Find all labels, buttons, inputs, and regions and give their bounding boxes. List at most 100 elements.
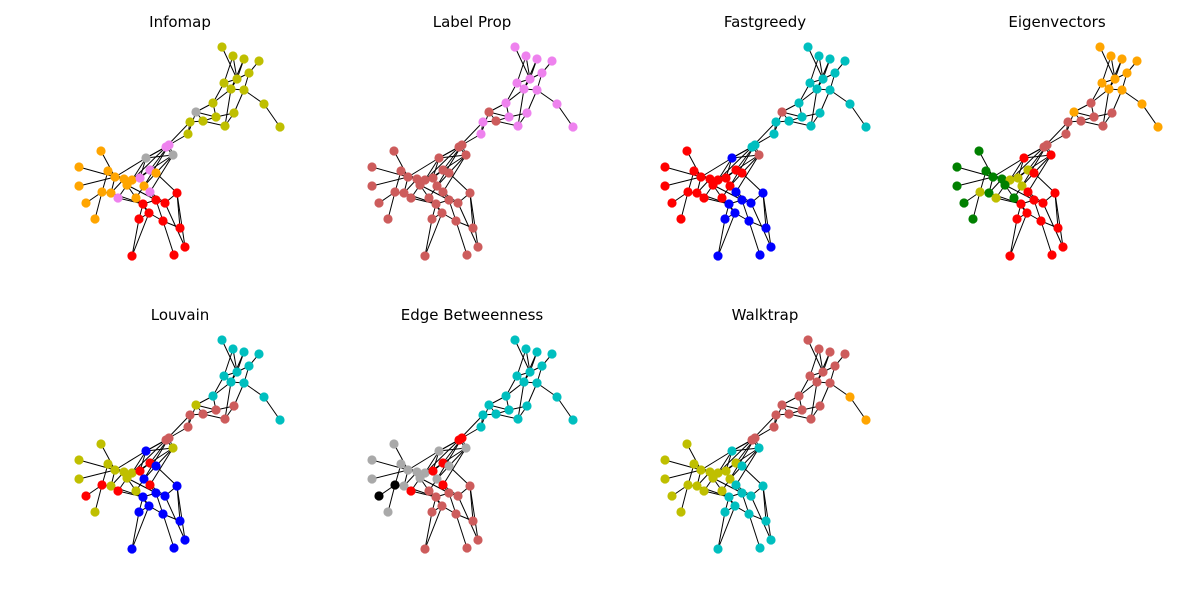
network-node: [784, 116, 794, 126]
network-node: [777, 400, 787, 410]
network-node: [988, 172, 998, 182]
network-node: [755, 250, 765, 260]
network-node: [717, 193, 727, 203]
network-node: [406, 486, 416, 496]
network-node: [97, 187, 107, 197]
network-edge: [735, 154, 760, 193]
network-node: [512, 371, 522, 381]
network-node: [815, 108, 825, 118]
network-node: [1016, 199, 1026, 209]
network-node: [1017, 181, 1027, 191]
network-edge: [131, 218, 140, 257]
network-node: [254, 56, 264, 66]
network-node: [845, 99, 855, 109]
network-edge: [114, 450, 147, 471]
network-node: [727, 153, 737, 163]
network-node: [830, 361, 840, 371]
network-edge: [457, 202, 479, 248]
network-edge: [762, 192, 772, 248]
network-edge: [717, 505, 736, 550]
network-panels: [74, 42, 1163, 554]
network-node: [229, 401, 239, 411]
network-node: [1046, 150, 1056, 160]
network-node: [725, 474, 735, 484]
network-edge: [424, 218, 433, 257]
network-edge: [457, 495, 479, 541]
network-node: [797, 405, 807, 415]
network-node: [169, 543, 179, 553]
network-edge: [992, 157, 1025, 178]
panel-title-fastgreedy: Fastgreedy: [724, 13, 806, 31]
network-node: [861, 122, 871, 132]
network-edge: [748, 513, 761, 549]
network-node: [239, 347, 249, 357]
network-edge: [1054, 192, 1064, 248]
network-node: [144, 208, 154, 218]
network-node: [131, 486, 141, 496]
network-node: [396, 166, 406, 176]
network-edge: [1101, 55, 1112, 84]
network-node: [138, 492, 148, 502]
network-node: [451, 509, 461, 519]
network-node: [725, 181, 735, 191]
network-node: [431, 199, 441, 209]
network-edge: [741, 172, 764, 194]
network-node: [484, 400, 494, 410]
network-node: [151, 461, 161, 471]
network-edge: [978, 150, 994, 178]
network-node: [175, 516, 185, 526]
network-edge: [419, 184, 450, 201]
network-node: [259, 392, 269, 402]
network-node: [390, 187, 400, 197]
network-node: [473, 242, 483, 252]
network-node: [367, 162, 377, 172]
network-node: [818, 367, 828, 377]
network-edge: [176, 192, 186, 248]
network-node: [232, 74, 242, 84]
network-node: [513, 121, 523, 131]
network-node: [660, 455, 670, 465]
network-node: [510, 42, 520, 52]
network-node: [374, 491, 384, 501]
network-node: [198, 409, 208, 419]
panel-title-louvain: Louvain: [151, 306, 210, 324]
network-node: [134, 507, 144, 517]
network-node: [406, 193, 416, 203]
network-panel-2: [367, 42, 578, 261]
network-node: [232, 367, 242, 377]
network-node: [185, 410, 195, 420]
network-node: [151, 195, 161, 205]
network-node: [754, 443, 764, 453]
network-edge: [1009, 212, 1028, 257]
network-node: [724, 492, 734, 502]
network-node: [161, 435, 171, 445]
network-edge: [164, 495, 186, 541]
network-edge: [155, 172, 178, 194]
network-node: [744, 216, 754, 226]
network-node: [172, 481, 182, 491]
network-node: [660, 162, 670, 172]
network-edge: [810, 381, 818, 420]
network-node: [532, 54, 542, 64]
network-node: [761, 223, 771, 233]
network-node: [981, 166, 991, 176]
network-node: [424, 486, 434, 496]
network-edge: [1102, 88, 1110, 127]
network-node: [1050, 188, 1060, 198]
network-node: [744, 509, 754, 519]
network-node: [451, 216, 461, 226]
network-node: [1038, 198, 1048, 208]
network-node: [244, 68, 254, 78]
network-node: [730, 501, 740, 511]
network-node: [465, 188, 475, 198]
network-node: [724, 199, 734, 209]
network-node: [1061, 129, 1071, 139]
network-node: [462, 250, 472, 260]
network-node: [145, 480, 155, 490]
network-node: [476, 422, 486, 432]
network-node: [720, 214, 730, 224]
network-node: [845, 392, 855, 402]
network-node: [519, 377, 529, 387]
network-node: [769, 129, 779, 139]
network-node: [1047, 250, 1057, 260]
